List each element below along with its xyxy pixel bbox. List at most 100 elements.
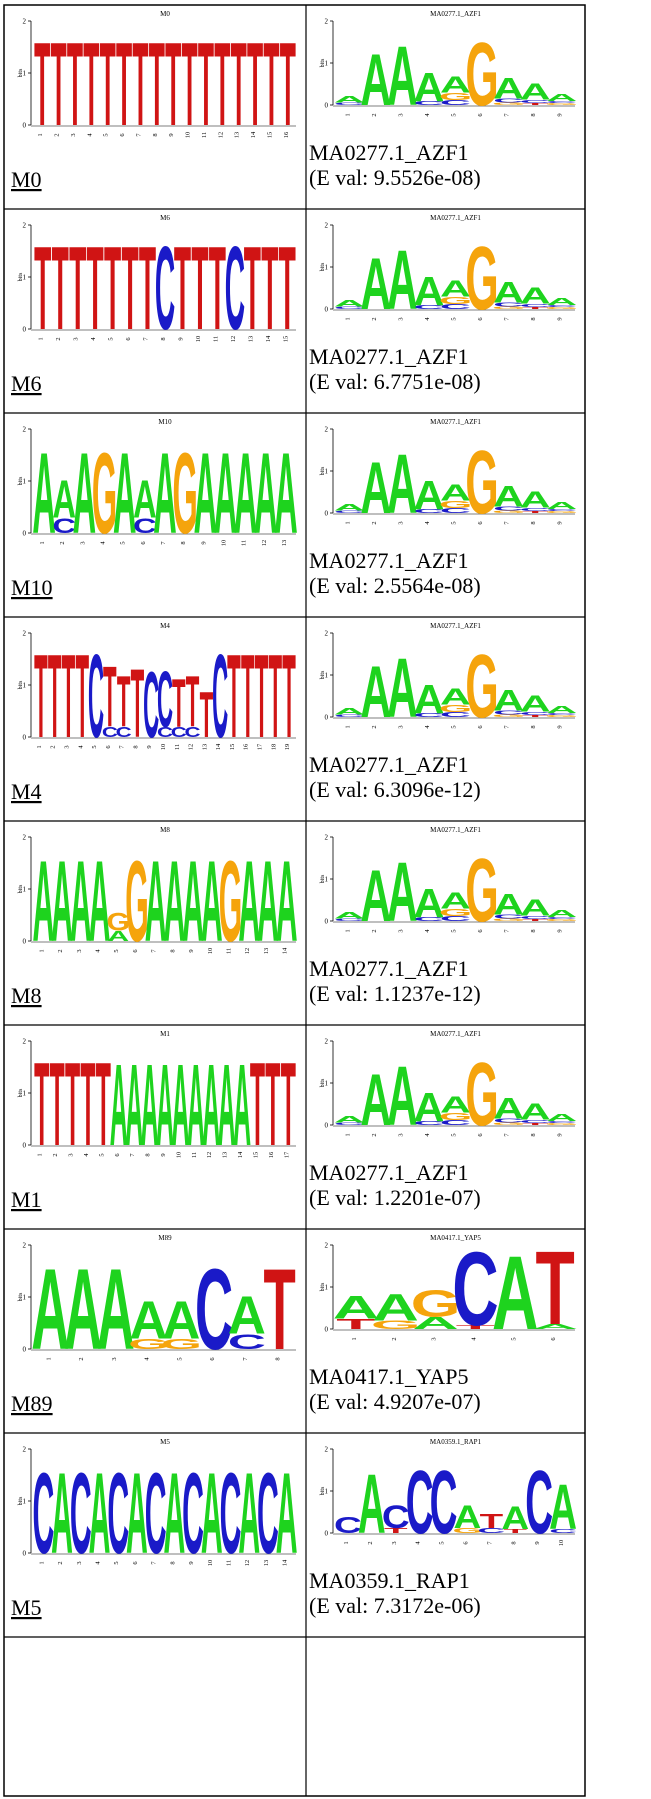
query-4-position-label: 12 (244, 948, 251, 955)
logo-letter-T-3-0: T (456, 1324, 495, 1331)
query-2-position-label: 7 (160, 541, 167, 545)
match-7-position-label: 3 (391, 1541, 398, 1544)
match-1-position-label: 6 (477, 317, 484, 321)
match-motif-name: MA0277.1_AZF1 (309, 1160, 469, 1185)
query-0-position-label: 9 (168, 133, 175, 136)
query-1-position-label: 5 (108, 337, 115, 340)
query-4-position-label: 5 (113, 949, 120, 952)
logo-letter-T-16-0: T (255, 630, 269, 763)
logo-letter-G-4-1: G (106, 908, 129, 936)
match-5-position-label: 3 (397, 1133, 404, 1136)
query-7-position-label: 8 (169, 1561, 176, 1564)
query-7-position-label: 4 (95, 1561, 102, 1565)
match-2-position-label: 5 (451, 521, 458, 524)
query-4-y-tick-label: 0 (23, 938, 27, 946)
logo-letter-T-14-0: T (263, 19, 279, 152)
match-1-y-axis-label: bits (320, 262, 326, 271)
query-3-logo-title: M4 (160, 622, 170, 630)
match-4-logo-title: MA0277.1_AZF1 (430, 826, 481, 834)
query-6-y-tick-label: 2 (23, 1242, 27, 1250)
match-3-y-tick-label: 2 (325, 630, 329, 638)
query-3-position-label: 5 (91, 745, 98, 748)
logo-letter-T-5-0: T (116, 19, 132, 152)
query-motif-link[interactable]: M6 (11, 371, 42, 396)
query-1-position-label: 6 (125, 337, 132, 341)
logo-letter-A-4-0: A (113, 428, 136, 557)
logo-letter-G-5-0: G (465, 635, 498, 736)
query-5-logo-title: M1 (160, 1030, 170, 1038)
match-4-position-label: 6 (477, 929, 484, 933)
query-motif-link[interactable]: M0 (11, 167, 42, 192)
match-1-position-label: 5 (451, 317, 458, 320)
match-7-position-label: 9 (534, 1541, 541, 1544)
query-3-y-tick-label: 0 (23, 734, 27, 742)
logo-letter-G-4-1: G (439, 907, 472, 919)
logo-letter-A-3-1: A (413, 472, 444, 518)
query-5-y-tick-label: 0 (23, 1142, 27, 1150)
logo-letter-A-8-2: A (546, 91, 577, 103)
query-6-position-label: 2 (78, 1357, 85, 1360)
logo-letter-G-8-0: G (545, 1122, 578, 1125)
query-motif-link[interactable]: M4 (11, 779, 42, 804)
match-5-position-label: 2 (371, 1133, 378, 1136)
query-1-position-label: 14 (265, 335, 272, 342)
logo-letter-A-6-1: A (228, 1286, 266, 1346)
query-motif-link[interactable]: M1 (11, 1187, 42, 1212)
match-6-y-axis-label: bits (320, 1282, 326, 1291)
query-motif-link[interactable]: M89 (11, 1391, 53, 1416)
query-5-position-label: 11 (191, 1152, 198, 1158)
logo-letter-A-8-2: A (546, 295, 577, 307)
query-5-position-label: 16 (268, 1151, 275, 1158)
query-motif-link[interactable]: M10 (11, 575, 53, 600)
logo-letter-T-7-0: T (522, 306, 549, 309)
match-evalue: (E val: 6.7751e-08) (309, 369, 481, 394)
match-6-position-label: 5 (510, 1337, 517, 1340)
logo-letter-A-1-0: A (51, 837, 73, 966)
query-motif-link[interactable]: M8 (11, 983, 42, 1008)
logo-letter-C-8-0: C (143, 653, 159, 758)
query-5-y-axis-label: bits (18, 1088, 24, 1097)
logo-letter-T-7-0: T (522, 102, 549, 105)
query-7-position-label: 13 (263, 1560, 270, 1567)
logo-letter-A-4-2: A (440, 480, 471, 506)
logo-letter-C-4-0: C (440, 915, 471, 923)
logo-letter-T-10-0: T (198, 19, 214, 152)
query-2-position-label: 13 (281, 540, 288, 547)
query-4-position-label: 9 (188, 949, 195, 952)
query-0-position-label: 15 (266, 132, 273, 139)
logo-letter-A-7-0: A (141, 1040, 159, 1170)
logo-letter-A-9-0: A (171, 1040, 189, 1170)
query-4-position-label: 1 (38, 949, 45, 952)
query-6-position-label: 8 (275, 1357, 282, 1360)
logo-letter-G-1-0: G (371, 1318, 421, 1331)
query-1-position-label: 1 (38, 337, 45, 340)
match-7-position-label: 8 (510, 1541, 517, 1544)
match-1-y-tick-label: 2 (325, 222, 329, 230)
logo-letter-A-0-0: A (32, 837, 54, 966)
logo-letter-A-8-0: A (156, 1040, 174, 1170)
query-5-position-label: 5 (98, 1153, 105, 1156)
logo-letter-C-3-0: C (413, 1120, 444, 1126)
query-4-position-label: 6 (132, 949, 139, 953)
logo-letter-T-16-0: T (281, 1038, 296, 1171)
logo-letter-A-6-2: A (493, 276, 524, 309)
query-7-position-label: 2 (57, 1561, 64, 1564)
query-5-position-label: 14 (237, 1151, 244, 1158)
match-motif-name: MA0277.1_AZF1 (309, 956, 469, 981)
query-4-logo-title: M8 (160, 826, 170, 834)
match-0-y-tick-label: 1 (325, 60, 329, 68)
logo-letter-A-6-0: A (125, 1040, 143, 1170)
query-motif-link[interactable]: M5 (11, 1595, 42, 1620)
logo-letter-T-15-0: T (265, 1038, 280, 1171)
logo-letter-C-8-1: C (546, 712, 577, 715)
logo-letter-C-6-1: C (493, 97, 524, 103)
query-5-y-tick-label: 2 (23, 1038, 27, 1046)
query-0-position-label: 4 (86, 133, 93, 137)
logo-letter-A-7-2: A (520, 1099, 551, 1125)
match-0-y-axis-label: bits (320, 58, 326, 67)
logo-letter-C-4-0: C (430, 1451, 458, 1552)
match-evalue: (E val: 6.3096e-12) (309, 777, 481, 802)
